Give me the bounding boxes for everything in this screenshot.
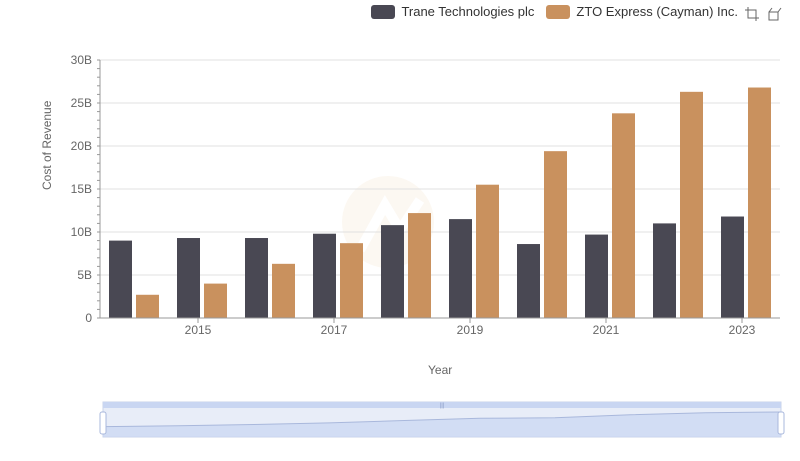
- restore-icon[interactable]: [766, 6, 782, 22]
- slider-top-bar[interactable]: [103, 402, 781, 408]
- bar-trane-2016[interactable]: [245, 238, 268, 318]
- bar-zto-2017[interactable]: [340, 243, 363, 318]
- bar-zto-2023[interactable]: [748, 87, 771, 319]
- bar-trane-2018[interactable]: [381, 225, 404, 318]
- x-axis-title: Year: [428, 363, 453, 377]
- legend-swatch-zto: [546, 4, 571, 19]
- y-tick-label: 5B: [77, 268, 92, 282]
- legend-item-zto[interactable]: ZTO Express (Cayman) Inc.: [546, 4, 738, 19]
- x-tick-label: 2019: [457, 323, 484, 337]
- bar-zto-2022[interactable]: [680, 91, 703, 318]
- x-tick-label: 2017: [321, 323, 348, 337]
- y-tick-label: 30B: [71, 53, 92, 67]
- bar-trane-2014[interactable]: [109, 240, 132, 318]
- bar-zto-2019[interactable]: [476, 184, 499, 318]
- legend-item-trane[interactable]: Trane Technologies plc: [371, 4, 534, 19]
- bar-zto-2018[interactable]: [408, 213, 431, 318]
- bar-zto-2015[interactable]: [204, 283, 227, 318]
- x-tick-label: 2023: [729, 323, 756, 337]
- bar-trane-2021[interactable]: [585, 234, 608, 318]
- slider-handle-right[interactable]: [777, 411, 785, 435]
- bar-zto-2014[interactable]: [136, 294, 159, 318]
- bar-trane-2015[interactable]: [177, 238, 200, 318]
- bar-trane-2017[interactable]: [313, 233, 336, 318]
- bar-zto-2016[interactable]: [272, 263, 295, 318]
- chart-toolbox: [744, 6, 782, 22]
- bar-trane-2020[interactable]: [517, 244, 540, 318]
- legend-label-trane: Trane Technologies plc: [401, 4, 535, 19]
- legend-label-zto: ZTO Express (Cayman) Inc.: [576, 4, 738, 19]
- slider-handle-left[interactable]: [99, 411, 107, 435]
- zoom-icon[interactable]: [744, 6, 760, 22]
- data-zoom-slider[interactable]: |||: [99, 401, 785, 438]
- bar-trane-2022[interactable]: [653, 223, 676, 318]
- bar-trane-2023[interactable]: [721, 216, 744, 318]
- x-tick-label: 2015: [185, 323, 212, 337]
- y-tick-label: 0: [85, 311, 92, 325]
- chart-legend: Trane Technologies plc ZTO Express (Caym…: [371, 4, 738, 19]
- bar-zto-2021[interactable]: [612, 113, 635, 318]
- y-tick-label: 25B: [71, 96, 92, 110]
- y-tick-label: 20B: [71, 139, 92, 153]
- y-tick-label: 15B: [71, 182, 92, 196]
- slider-grip-icon[interactable]: |||: [440, 403, 445, 409]
- x-tick-label: 2021: [593, 323, 620, 337]
- bar-trane-2019[interactable]: [449, 219, 472, 318]
- slider-overview-area: [103, 412, 781, 437]
- bar-zto-2020[interactable]: [544, 151, 567, 318]
- slider-overview-line: [102, 411, 782, 428]
- y-tick-label: 10B: [71, 225, 92, 239]
- legend-swatch-trane: [371, 4, 396, 19]
